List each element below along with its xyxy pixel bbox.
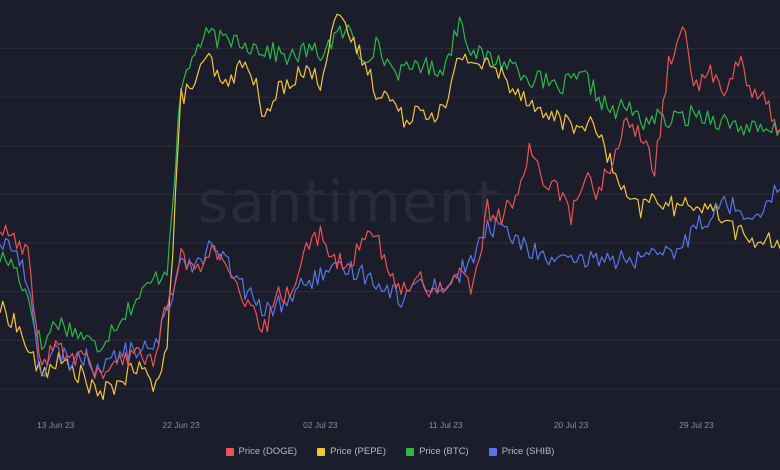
series-line-btc — [0, 16, 780, 353]
legend-swatch — [317, 447, 326, 456]
price-chart: santiment 13 Jun 23 22 Jun 23 02 Jul 23 11 … — [0, 13, 780, 430]
x-tick-label: 20 Jul 23 — [554, 420, 589, 430]
legend-swatch — [406, 447, 415, 456]
x-tick-label: 29 Jul 23 — [679, 420, 714, 430]
legend-item-pepe[interactable]: Price (PEPE) — [317, 446, 386, 457]
x-axis: 13 Jun 23 22 Jun 23 02 Jul 23 11 Jul 23 20 J… — [37, 420, 714, 430]
x-tick-label: 02 Jul 23 — [303, 420, 338, 430]
legend-swatch — [225, 447, 234, 456]
legend-label: Price (SHIB) — [501, 446, 555, 457]
grid — [0, 48, 780, 390]
x-tick-label: 13 Jun 23 — [37, 420, 75, 430]
legend-item-shib[interactable]: Price (SHIB) — [488, 446, 555, 457]
legend-label: Price (BTC) — [419, 446, 469, 457]
x-tick-label: 22 Jun 23 — [162, 420, 200, 430]
x-tick-label: 11 Jul 23 — [429, 420, 463, 430]
series-line-pepe — [0, 13, 780, 401]
legend-label: Price (DOGE) — [238, 446, 298, 457]
legend-swatch — [488, 447, 497, 456]
legend-item-doge[interactable]: Price (DOGE) — [225, 446, 298, 457]
series-line-shib — [0, 184, 780, 377]
legend: Price (DOGE) Price (PEPE) Price (BTC) Price… — [0, 446, 780, 457]
series-line-doge — [0, 26, 780, 380]
series-layer — [0, 13, 780, 401]
legend-item-btc[interactable]: Price (BTC) — [406, 446, 469, 457]
watermark-text: santiment — [198, 168, 500, 236]
legend-label: Price (PEPE) — [330, 446, 387, 457]
